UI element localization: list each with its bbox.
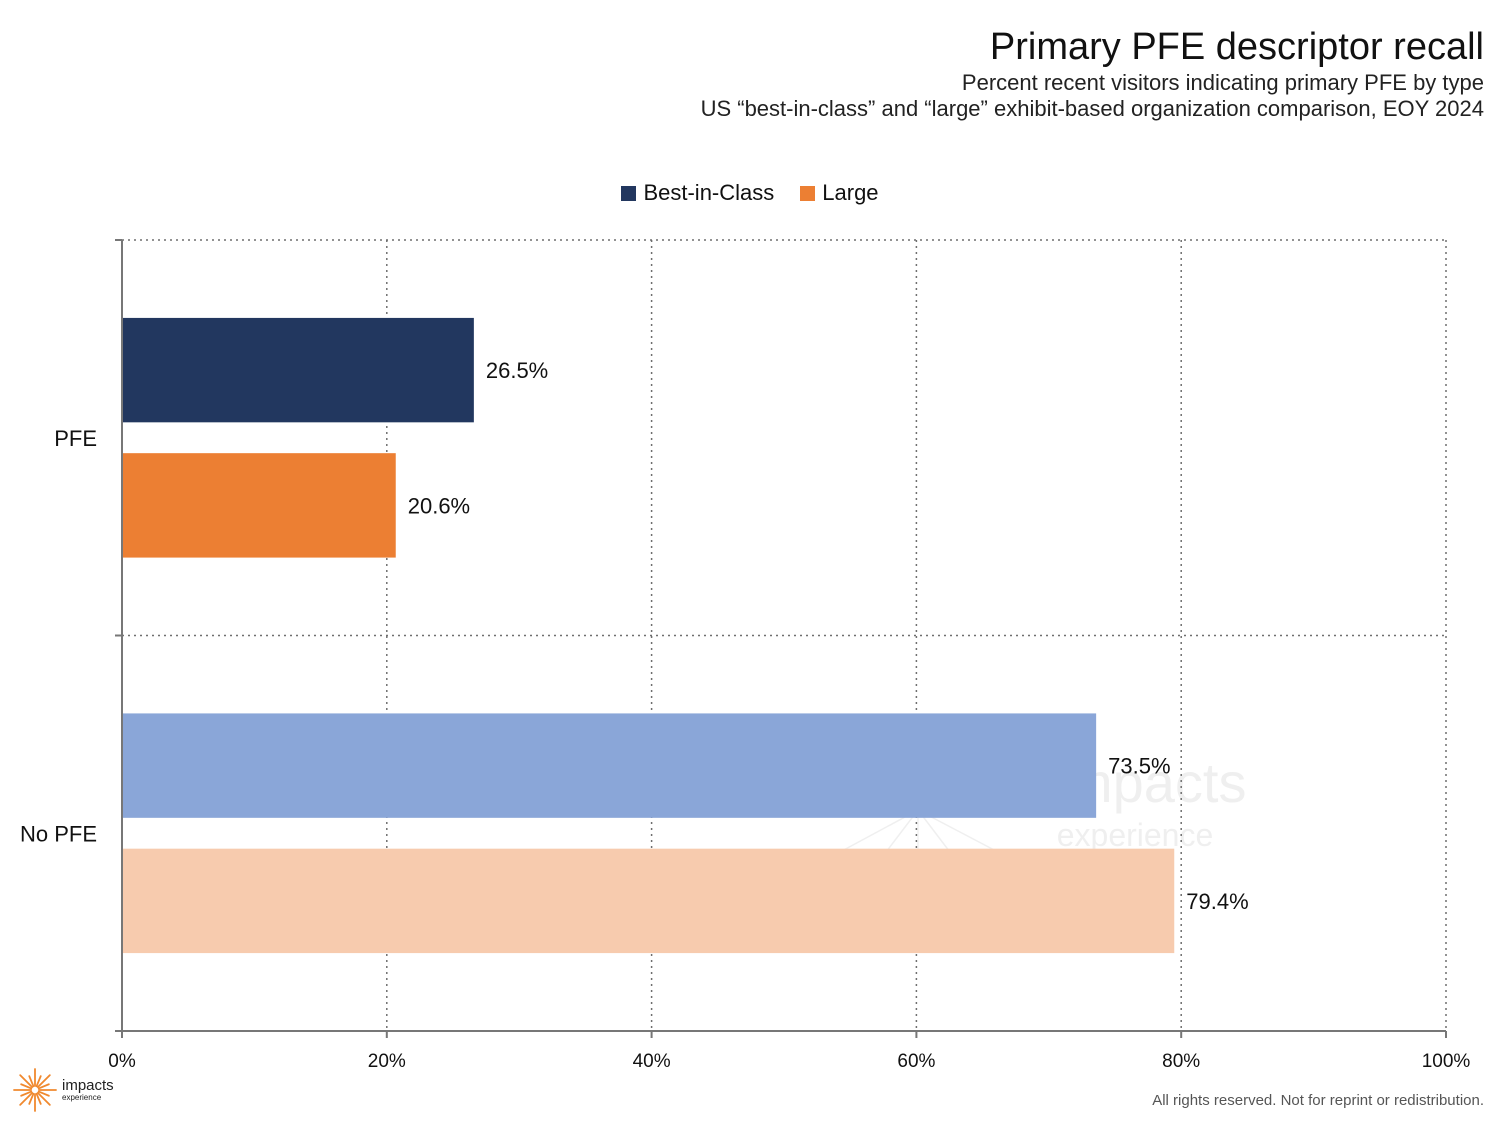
- sunburst-ray: [37, 1090, 50, 1097]
- legend-item-best-in-class: Best-in-Class: [621, 180, 774, 206]
- chart-subtitle-line-2: US “best-in-class” and “large” exhibit-b…: [700, 96, 1484, 121]
- x-tick-label: 0%: [108, 1051, 136, 1072]
- x-tick-label: 80%: [1162, 1051, 1200, 1072]
- chart-subtitle-line-1: Percent recent visitors indicating prima…: [961, 70, 1484, 95]
- footer-note: All rights reserved. Not for reprint or …: [1152, 1092, 1484, 1109]
- grid: [122, 239, 1447, 1031]
- watermark-sub-text: experience: [1057, 817, 1214, 853]
- x-tick-label: 20%: [368, 1051, 406, 1072]
- sunburst-ray: [28, 1092, 35, 1105]
- sunburst-ray: [19, 1091, 34, 1106]
- chart-title: Primary PFE descriptor recall: [989, 26, 1484, 68]
- sunburst-ray: [20, 1083, 33, 1090]
- data-label: 20.6%: [408, 493, 470, 518]
- sunburst-ray: [35, 1092, 42, 1105]
- logo: impacts experience: [12, 1067, 114, 1113]
- bars: [123, 317, 1175, 954]
- legend: Best-in-Class Large: [0, 180, 1500, 206]
- chart-header: Primary PFE descriptor recall Percent re…: [701, 24, 1484, 122]
- logo-main-text: impacts: [62, 1077, 114, 1094]
- x-tick-label: 40%: [633, 1051, 671, 1072]
- labels: 26.5% 20.6% PFE 73.5% 79.4% No PFE 0% 20% 40% 60%…: [20, 358, 1470, 1072]
- sunburst-ray: [19, 1074, 34, 1089]
- category-label: No PFE: [20, 821, 97, 846]
- bar-0-0: [123, 317, 474, 423]
- logo-sub-text: experience: [62, 1093, 102, 1102]
- x-tick-label: 100%: [1422, 1051, 1471, 1072]
- data-label: 79.4%: [1186, 889, 1248, 914]
- legend-label-best-in-class: Best-in-Class: [643, 180, 775, 205]
- sunburst-ray: [35, 1075, 42, 1088]
- data-label: 26.5%: [486, 358, 548, 383]
- bar-1-0: [123, 453, 396, 558]
- bar-0-1: [123, 713, 1097, 818]
- legend-swatch-large: [800, 185, 816, 201]
- legend-swatch-best-in-class: [621, 185, 637, 201]
- x-tick-label: 60%: [897, 1051, 935, 1072]
- sunburst-ray: [28, 1075, 35, 1088]
- sunburst-icon: [13, 1068, 57, 1112]
- data-label: 73.5%: [1108, 754, 1170, 779]
- bar-1-1: [123, 848, 1175, 954]
- axes: [115, 239, 1447, 1038]
- legend-label-large: Large: [822, 180, 879, 205]
- sunburst-ray: [20, 1090, 33, 1097]
- sunburst-ray: [36, 1074, 51, 1089]
- sunburst-ray: [36, 1091, 51, 1106]
- sunburst-ray: [37, 1083, 50, 1090]
- legend-item-large: Large: [800, 180, 879, 206]
- category-label: PFE: [54, 426, 97, 451]
